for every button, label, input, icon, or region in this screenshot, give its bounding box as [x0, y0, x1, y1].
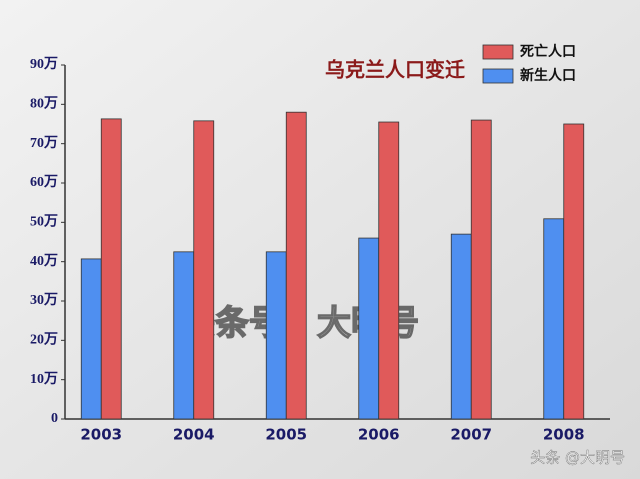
- bar: [173, 251, 195, 420]
- bar: [450, 233, 472, 420]
- y-tick-label: 40万: [30, 253, 58, 269]
- bar: [80, 258, 102, 420]
- x-tick-label: 2003: [80, 426, 122, 444]
- y-tick-label: 50万: [30, 214, 58, 230]
- legend-label: 新生人口: [520, 67, 576, 84]
- bar: [193, 120, 215, 420]
- bar: [100, 118, 122, 420]
- y-tick-label: 20万: [30, 332, 58, 348]
- legend-swatch: [482, 44, 514, 60]
- x-tick-label: 2006: [358, 426, 400, 444]
- y-tick-label: 10万: [30, 371, 58, 387]
- y-tick-label: 80万: [30, 96, 58, 112]
- bar: [378, 121, 400, 420]
- bar: [470, 119, 492, 420]
- y-tick-label: 30万: [30, 292, 58, 308]
- y-tick-label: 90万: [30, 56, 58, 72]
- bar: [265, 251, 287, 420]
- x-tick-label: 2004: [173, 426, 215, 444]
- bar: [358, 237, 380, 420]
- bar: [563, 123, 585, 420]
- chart-title: 乌克兰人口变迁: [325, 58, 465, 82]
- bar: [543, 218, 565, 420]
- legend-label: 死亡人口: [519, 43, 576, 60]
- bar: [285, 111, 307, 420]
- y-tick-label: 60万: [30, 174, 58, 190]
- x-tick-label: 2007: [450, 426, 492, 444]
- y-tick-label: 70万: [30, 135, 58, 151]
- credit: 头条 @大明号: [530, 449, 625, 467]
- legend-swatch: [482, 68, 514, 84]
- x-tick-label: 2008: [543, 426, 585, 444]
- y-tick-label: 0: [51, 411, 58, 426]
- x-tick-label: 2005: [265, 426, 307, 444]
